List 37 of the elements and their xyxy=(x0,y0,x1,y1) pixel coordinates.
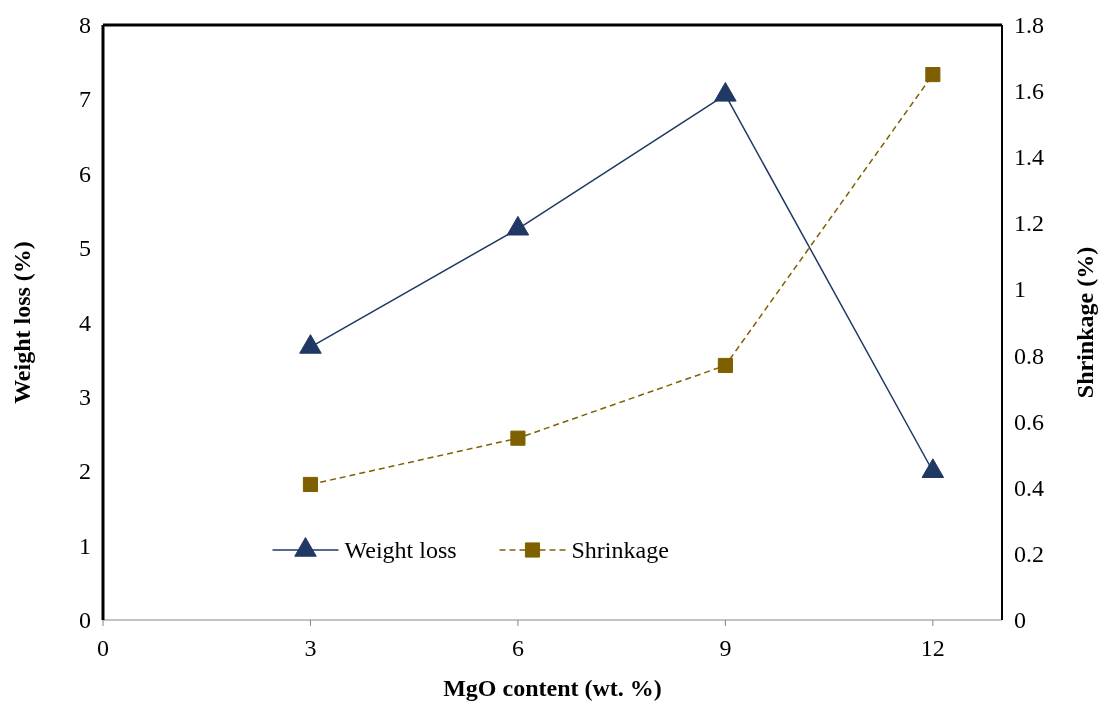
y-tick-label: 2 xyxy=(79,458,91,485)
y2-tick-label: 1.6 xyxy=(1014,78,1044,105)
y2-tick-label: 1.2 xyxy=(1014,210,1044,237)
legend-label: Shrinkage xyxy=(571,537,669,563)
y2-tick-label: 1 xyxy=(1014,276,1026,303)
y-tick-label: 4 xyxy=(79,309,91,336)
point xyxy=(921,458,945,478)
x-tick-label: 12 xyxy=(920,635,945,661)
y-tick-label: 8 xyxy=(79,12,91,38)
point xyxy=(506,215,530,236)
y2-tick-label: 0.4 xyxy=(1014,474,1044,501)
x-tick-label: 9 xyxy=(719,635,732,661)
y-tick-label: 0 xyxy=(79,607,91,633)
y-tick-label: 1 xyxy=(79,532,91,559)
y-axis-title: Weight loss (%) xyxy=(9,241,35,404)
y-tick-label: 7 xyxy=(79,86,91,113)
point xyxy=(714,82,737,102)
y2-tick-label: 0 xyxy=(1014,607,1026,633)
y2-axis-title: Shrinkage (%) xyxy=(1072,246,1098,399)
x-tick-label: 6 xyxy=(511,635,524,661)
y2-tick-label: 1.4 xyxy=(1014,144,1044,171)
point xyxy=(302,476,319,493)
point xyxy=(925,67,941,83)
legend-label: Weight loss xyxy=(344,537,457,563)
y-tick-label: 3 xyxy=(79,383,91,410)
point xyxy=(510,430,526,446)
y2-tick-label: 1.8 xyxy=(1014,12,1044,38)
y2-tick-label: 0.8 xyxy=(1014,342,1044,369)
x-tick-label: 0 xyxy=(97,635,109,661)
y2-tick-label: 0.2 xyxy=(1014,540,1044,567)
point xyxy=(299,334,322,354)
y-tick-label: 6 xyxy=(79,160,91,187)
x-axis-title: MgO content (wt. %) xyxy=(443,675,662,701)
y-tick-label: 5 xyxy=(79,235,91,262)
x-tick-label: 3 xyxy=(304,635,317,661)
y2-tick-label: 0.6 xyxy=(1014,408,1044,435)
point xyxy=(717,357,733,374)
